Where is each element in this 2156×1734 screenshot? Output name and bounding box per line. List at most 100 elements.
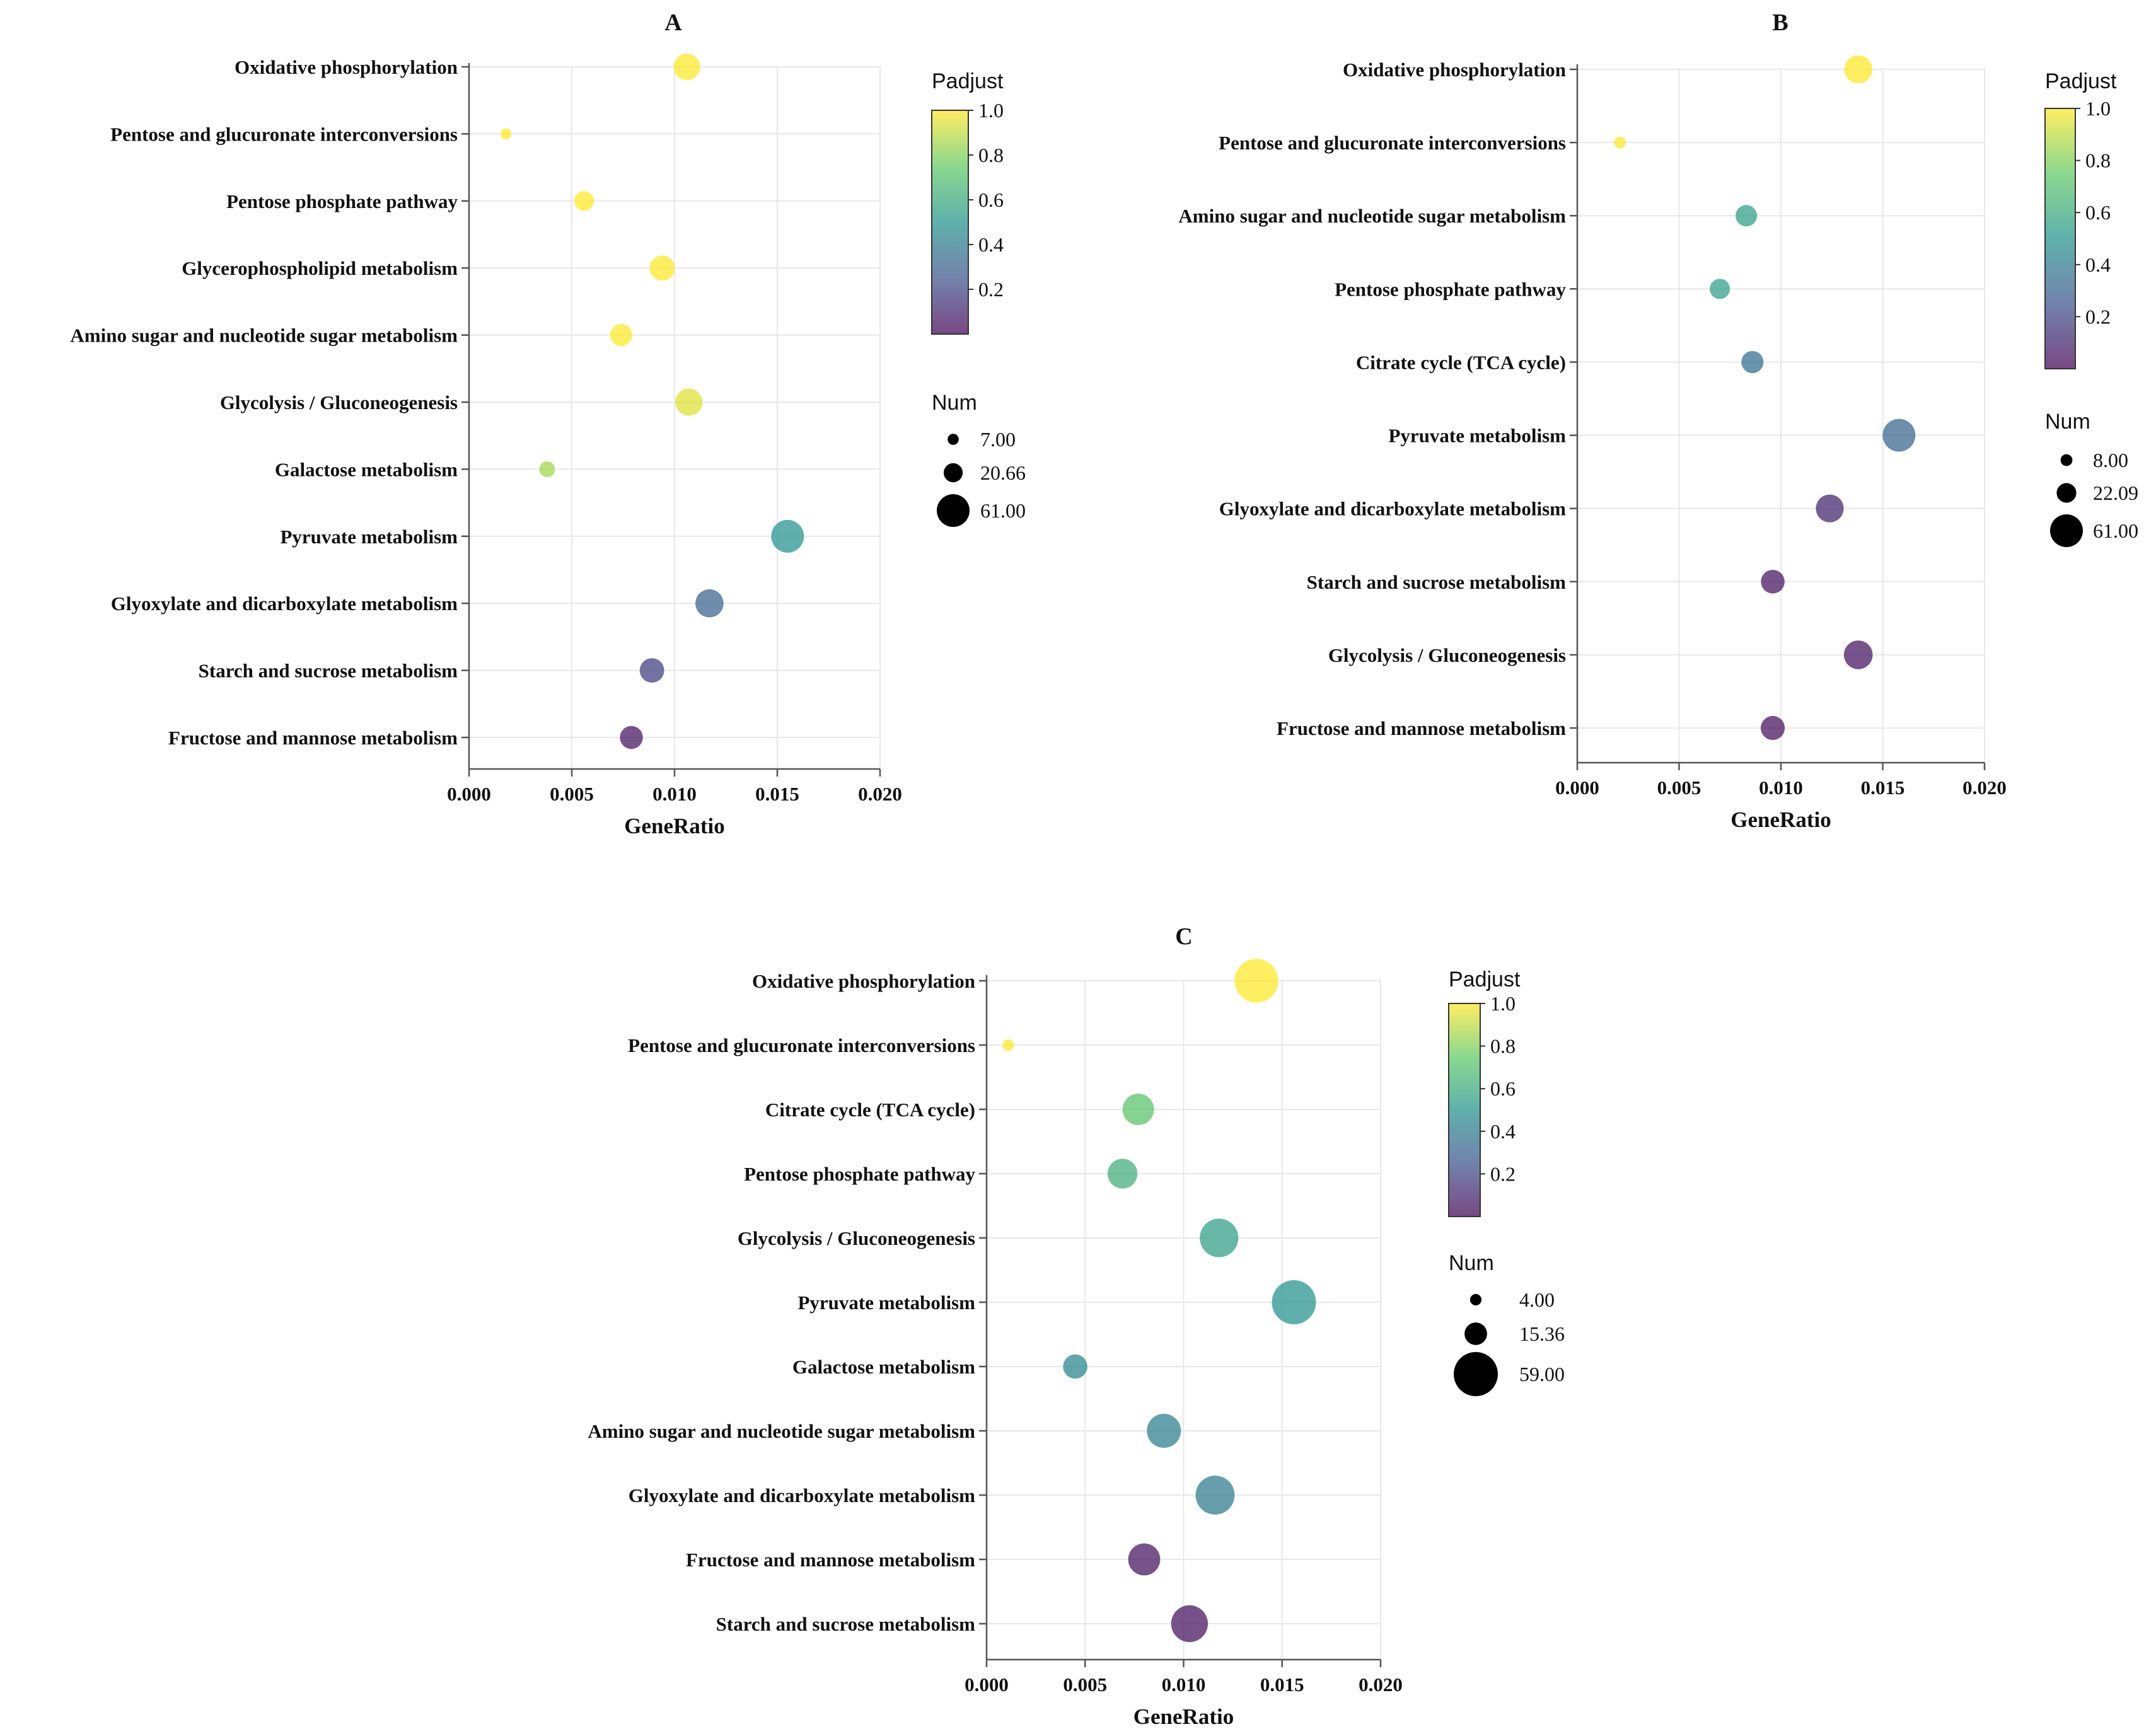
num-legend-label: 22.09 [2093, 482, 2138, 504]
data-point [1710, 279, 1730, 299]
x-tick-label: 0.005 [550, 783, 594, 805]
data-point [1816, 494, 1844, 523]
data-point [1234, 959, 1278, 1003]
padjust-colorbar [2044, 108, 2076, 369]
y-tick-label: Fructose and mannose metabolism [1277, 717, 1566, 739]
x-tick-label: 0.015 [755, 783, 799, 805]
panel-c: C 0.000 0.005 0.010 0.015 0.020 GeneRatio Oxida… [588, 923, 1565, 1729]
y-tick-label: Citrate cycle (TCA cycle) [765, 1099, 975, 1121]
data-point [500, 128, 512, 140]
panel-a: A 0.000 0.005 0.010 0.015 0.020 GeneRatio Oxida… [70, 9, 1026, 838]
data-point [1147, 1414, 1181, 1448]
y-tick-label: Citrate cycle (TCA cycle) [1356, 351, 1566, 373]
num-legend-dot [1469, 1293, 1482, 1306]
y-tick-label: Fructose and mannose metabolism [686, 1549, 975, 1571]
data-point [1736, 205, 1758, 227]
x-tick-label: 0.000 [1555, 777, 1599, 799]
num-legend-dot [1454, 1352, 1498, 1396]
x-tick-label: 0.000 [965, 1673, 1009, 1696]
colorbar-tick-label: 1.0 [1490, 992, 1516, 1015]
x-tick-label: 0.020 [1962, 777, 2007, 799]
panel-title: A [664, 9, 682, 36]
padjust-legend-title: Padjust [932, 69, 1004, 93]
data-point [1761, 569, 1785, 594]
data-point [695, 589, 724, 618]
data-point [1171, 1605, 1208, 1643]
data-point [1128, 1543, 1161, 1576]
data-point [539, 461, 555, 477]
y-tick-label: Amino sugar and nucleotide sugar metabol… [1178, 205, 1566, 227]
data-point [649, 255, 675, 281]
data-point [1843, 640, 1873, 669]
x-tick-label: 0.010 [1759, 777, 1803, 799]
data-point [1844, 55, 1873, 84]
y-tick-label: Glyoxylate and dicarboxylate metabolism [111, 592, 458, 615]
y-tick-label: Glycolysis / Gluconeogenesis [1328, 644, 1566, 666]
colorbar-tick-label: 1.0 [2085, 97, 2111, 120]
y-tick-label: Pentose phosphate pathway [226, 190, 458, 212]
x-axis-label: GeneRatio [1730, 807, 1831, 832]
padjust-colorbar [931, 110, 969, 335]
x-axis-label: GeneRatio [624, 814, 724, 838]
num-legend-label: 8.00 [2093, 449, 2128, 471]
panel-title: C [1175, 923, 1192, 950]
num-legend-label: 4.00 [1519, 1288, 1555, 1311]
data-point [1200, 1218, 1239, 1257]
colorbar-tick-label: 0.4 [2085, 253, 2111, 276]
y-tick-label: Glyoxylate and dicarboxylate metabolism [629, 1484, 975, 1506]
x-tick-label: 0.010 [652, 783, 697, 805]
data-point [1107, 1159, 1138, 1189]
colorbar-tick-label: 0.4 [978, 233, 1004, 256]
num-legend-label: 59.00 [1519, 1363, 1565, 1385]
data-point [1614, 136, 1626, 149]
y-tick-label: Oxidative phosphorylation [1343, 59, 1566, 81]
y-tick-label: Glycerophospholipid metabolism [182, 257, 458, 279]
num-legend-dot [2060, 454, 2073, 466]
colorbar-tick-label: 0.8 [978, 144, 1004, 166]
y-tick-label: Fructose and mannose metabolism [168, 727, 458, 749]
y-tick-label: Pentose and glucuronate interconversions [110, 123, 458, 145]
y-tick-label: Starch and sucrose metabolism [199, 660, 458, 682]
num-legend-title: Num [2045, 410, 2090, 434]
y-tick-label: Pyruvate metabolism [797, 1292, 975, 1314]
y-tick-label: Pyruvate metabolism [280, 526, 458, 548]
x-tick-label: 0.020 [1359, 1673, 1403, 1696]
x-tick-label: 0.015 [1861, 777, 1905, 799]
num-legend-label: 15.36 [1519, 1322, 1565, 1345]
data-point [673, 53, 700, 81]
data-point [1272, 1280, 1316, 1324]
num-legend-label: 61.00 [2093, 519, 2138, 542]
x-axis-label: GeneRatio [1133, 1704, 1234, 1729]
colorbar-tick-label: 0.2 [1490, 1162, 1516, 1185]
x-tick-label: 0.015 [1260, 1673, 1304, 1696]
y-tick-label: Pentose phosphate pathway [1335, 278, 1566, 300]
padjust-legend-title: Padjust [1449, 968, 1521, 991]
data-point [675, 388, 703, 416]
data-point [1063, 1354, 1087, 1379]
data-point [1882, 419, 1916, 452]
x-tick-label: 0.010 [1162, 1673, 1206, 1696]
padjust-legend-title: Padjust [2045, 69, 2117, 93]
colorbar-tick-label: 0.4 [1490, 1120, 1516, 1143]
x-tick-label: 0.005 [1657, 777, 1701, 799]
colorbar-tick-label: 0.6 [978, 188, 1004, 211]
y-tick-label: Oxidative phosphorylation [235, 56, 458, 78]
num-legend-label: 7.00 [980, 428, 1016, 451]
y-tick-label: Pyruvate metabolism [1388, 425, 1566, 447]
y-tick-label: Galactose metabolism [792, 1356, 975, 1378]
x-tick-label: 0.020 [858, 783, 902, 805]
y-tick-label: Pentose and glucuronate interconversions [1219, 132, 1566, 154]
y-tick-label: Starch and sucrose metabolism [716, 1613, 976, 1635]
data-point [1195, 1476, 1235, 1515]
colorbar-tick-label: 0.2 [2085, 305, 2111, 328]
data-point [1002, 1039, 1014, 1051]
num-legend-dot [937, 494, 970, 527]
y-tick-label: Oxidative phosphorylation [752, 970, 975, 992]
padjust-colorbar [1448, 1003, 1481, 1217]
y-tick-label: Galactose metabolism [275, 458, 458, 480]
data-point [1741, 350, 1764, 374]
num-legend-dot [1464, 1322, 1487, 1345]
num-legend-title: Num [932, 391, 977, 415]
num-legend-label: 20.66 [980, 461, 1026, 484]
